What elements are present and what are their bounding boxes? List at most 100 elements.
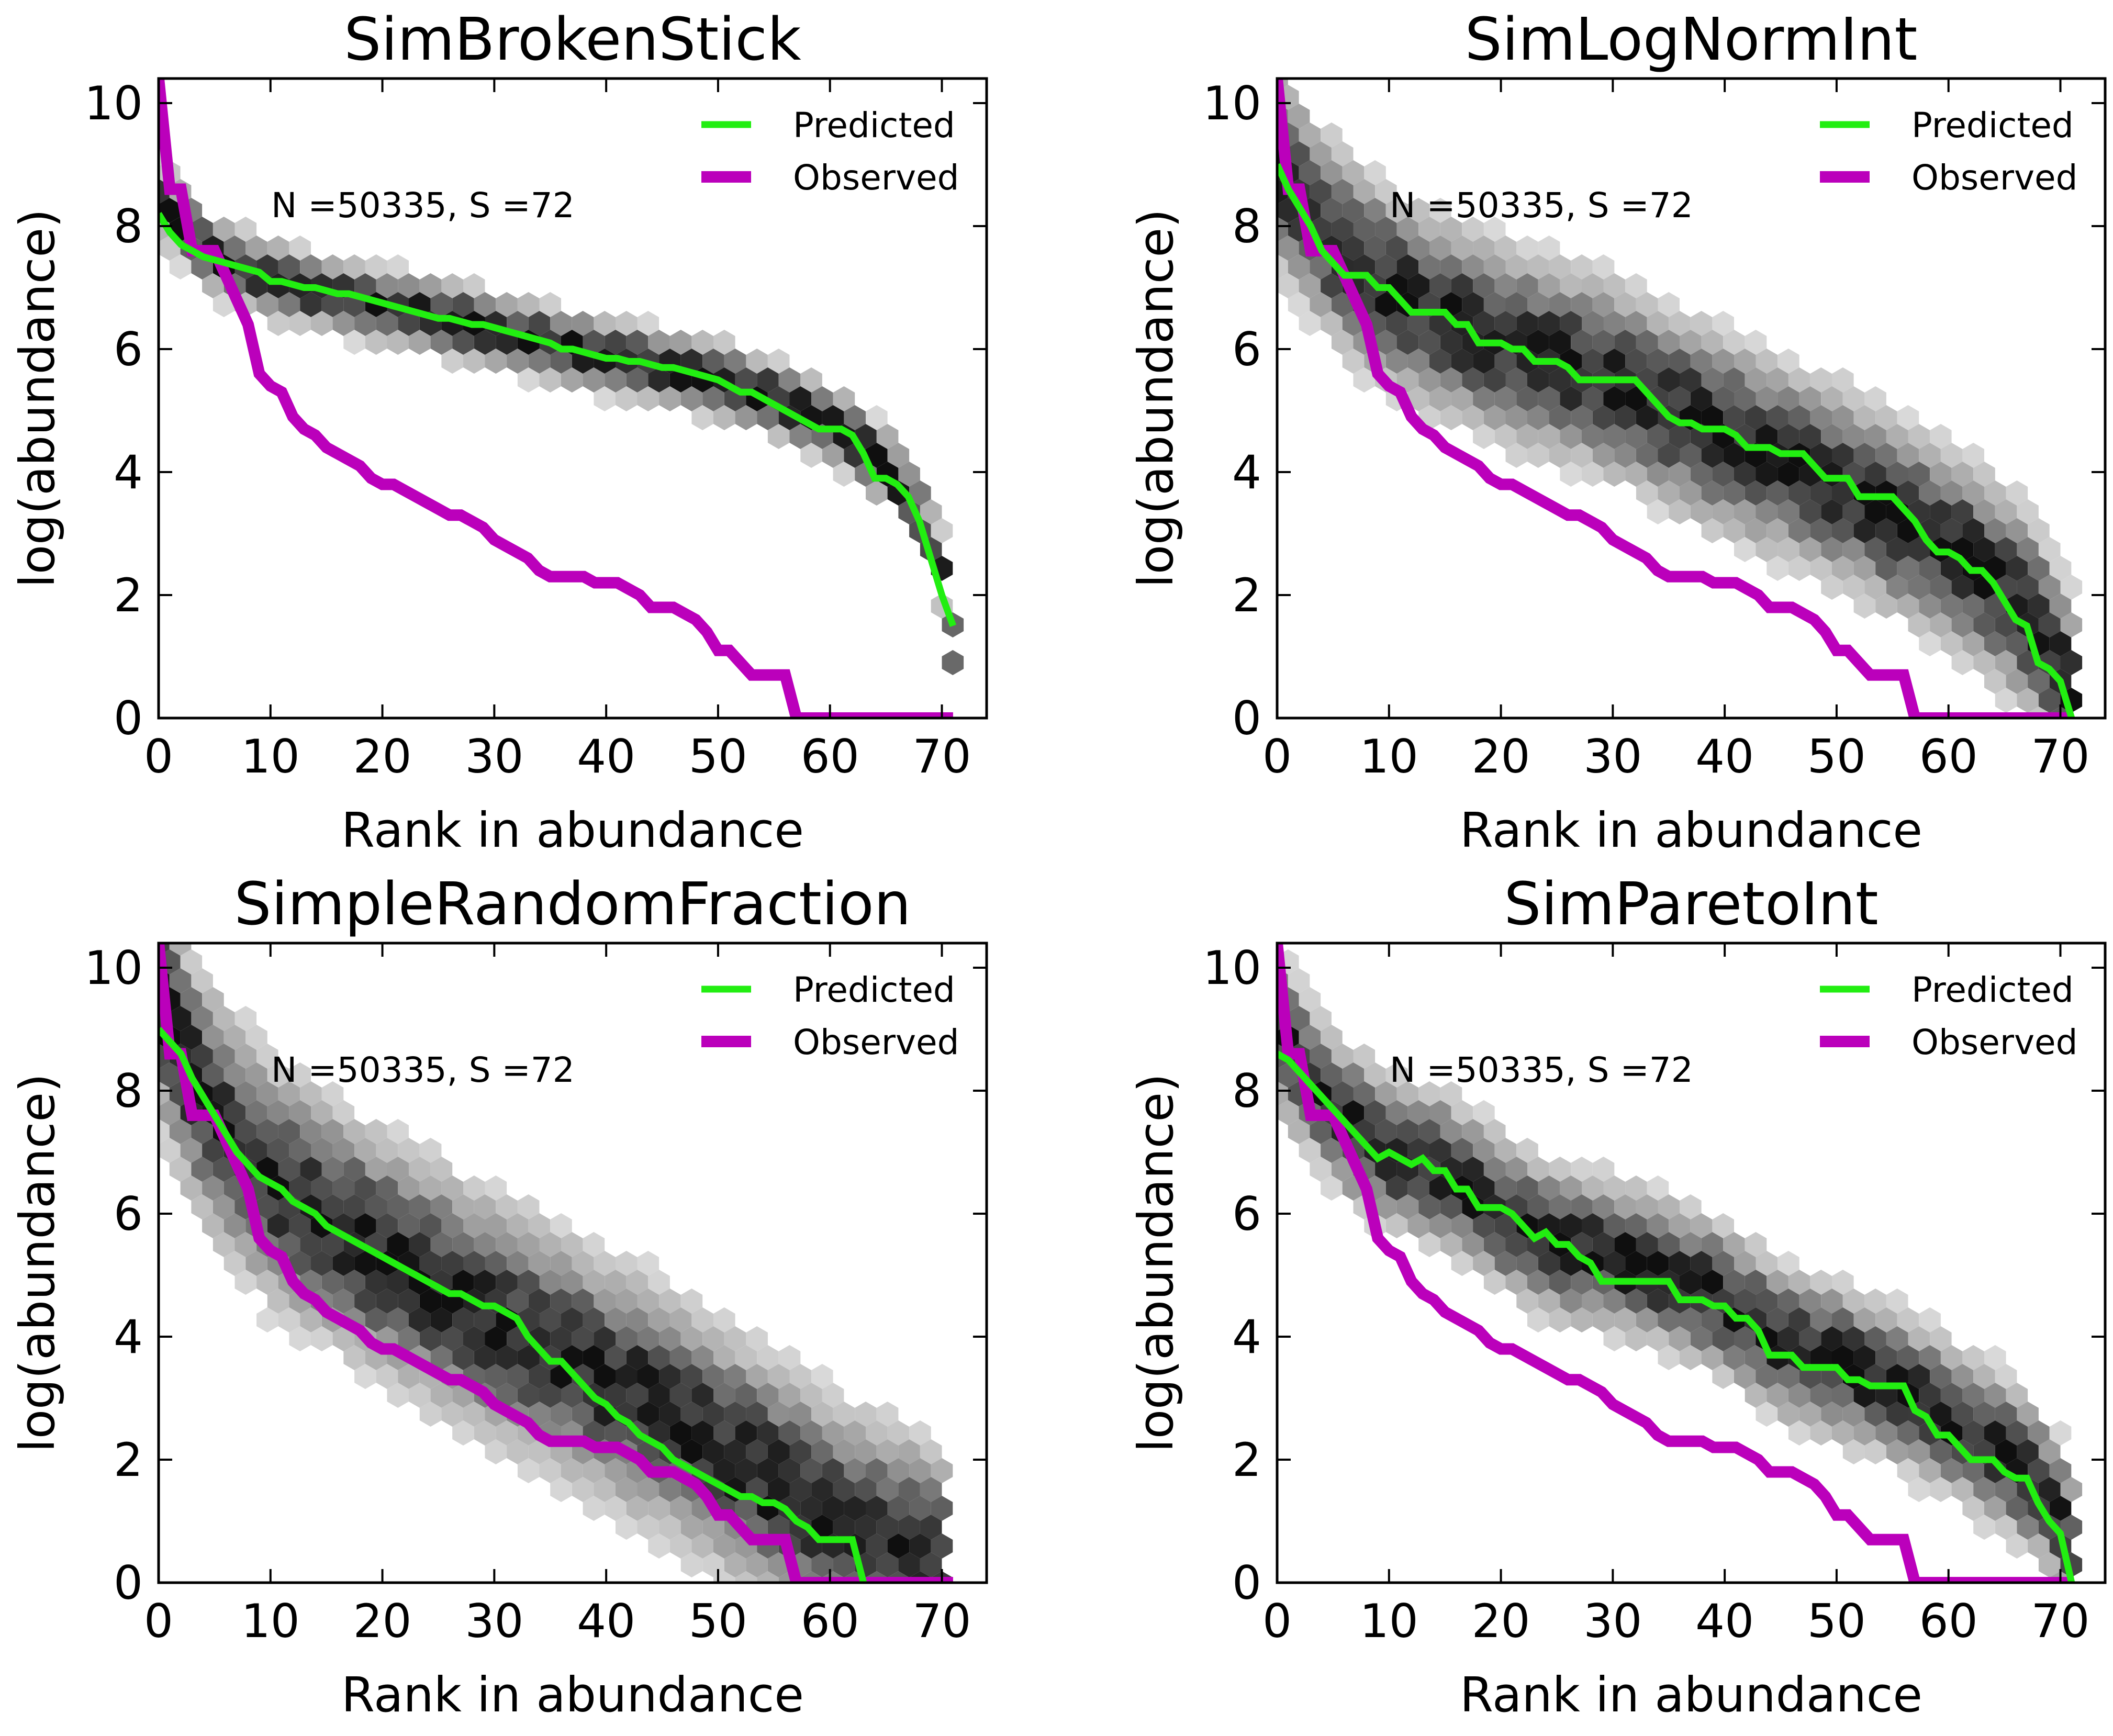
hexbin-cell (1701, 443, 1724, 468)
hexbin-cell (833, 462, 855, 487)
hexbin-cell (1712, 1213, 1734, 1238)
x-tick-label: 50 (1807, 730, 1866, 783)
hexbin-cell (1625, 1251, 1647, 1276)
hexbin-cell (1886, 424, 1908, 449)
hexbin-cell (1396, 367, 1419, 393)
hexbin-cell (1494, 349, 1517, 374)
hexbin-cell (507, 1251, 529, 1276)
hexbin-cell (1407, 273, 1429, 298)
hexbin-cell (811, 1552, 833, 1577)
hexbin-cell (2060, 612, 2083, 637)
hexbin-cell (1451, 1138, 1473, 1163)
hexbin-cell (1853, 1345, 1876, 1370)
hexbin-cell (887, 1420, 910, 1446)
hexbin-cell (452, 1232, 474, 1257)
x-tick-label: 0 (144, 1594, 173, 1648)
hexbin-cell (1962, 1420, 1984, 1446)
hexbin-cell (583, 1232, 605, 1257)
hexbin-cell (605, 1420, 627, 1446)
hexbin-cell (659, 1364, 681, 1389)
hexbin-cell (1723, 1345, 1745, 1370)
x-axis-label: Rank in abundance (341, 1667, 804, 1723)
hexbin-cell (898, 1552, 920, 1577)
hexbin-cell (1592, 1157, 1615, 1182)
y-tick-label: 8 (1232, 199, 1261, 253)
hexbin-cell (1310, 1006, 1332, 1031)
hexbin-cell (1712, 1326, 1734, 1351)
hexbin-cell (822, 405, 844, 430)
hexbin-cell (474, 1345, 496, 1370)
hexbin-cell (398, 1213, 420, 1238)
hexbin-cell (1853, 1307, 1876, 1332)
hexbin-cell (866, 405, 888, 430)
hexbin-cell (245, 273, 267, 298)
hexbin-cell (1886, 1402, 1908, 1427)
hexbin-cell (616, 1364, 638, 1389)
hexbin-cell (517, 1194, 540, 1219)
hexbin-cell (169, 1157, 192, 1182)
hexbin-cell (507, 1364, 529, 1389)
hexbin-cell (452, 292, 474, 317)
hexbin-cell (1582, 386, 1604, 411)
hexbin-cell (1886, 462, 1908, 487)
hexbin-cell (887, 443, 910, 468)
hexbin-cell (245, 1251, 267, 1276)
hexbin-cell (398, 311, 420, 336)
hexbin-cell (1625, 1175, 1647, 1201)
hexbin-cell (1897, 1420, 1919, 1446)
hexbin-cell (1375, 217, 1397, 242)
hexbin-cell (1505, 1232, 1527, 1257)
hexbin-cell (1483, 217, 1506, 242)
hexbin-cell (1483, 1157, 1506, 1182)
hexbin-cell (1571, 1307, 1593, 1332)
hexbin-cell (419, 1289, 442, 1314)
hexbin-cell (1299, 987, 1321, 1012)
hexbin-cell (1810, 405, 1832, 430)
hexbin-cell (616, 1326, 638, 1351)
hexbin-cell (1690, 499, 1713, 524)
x-tick-label: 50 (1807, 1594, 1866, 1648)
hexbin-cell (223, 1213, 246, 1238)
hexbin-cell (724, 1402, 746, 1427)
series-line-observed (1277, 79, 2072, 718)
hexbin-cell (1690, 386, 1713, 411)
hexbin-cell (1658, 1194, 1680, 1219)
hexbin-cell (1538, 424, 1560, 449)
hexbin-cell (1680, 1270, 1702, 1295)
hexbin-cell (1756, 537, 1778, 562)
hexbin-cell (1636, 480, 1658, 506)
hexbin-cell (1277, 217, 1288, 242)
hexbin-cell (855, 1402, 877, 1427)
hexbin-cell (332, 1100, 355, 1125)
hexbin-cell (1864, 1402, 1886, 1427)
legend-label-observed: Observed (1911, 1022, 2078, 1062)
hexbin-cell (2017, 688, 2039, 713)
hexbin-cell (1527, 405, 1549, 430)
hexbin-cell (1603, 349, 1626, 374)
hexbin-cell (1680, 1194, 1702, 1219)
hexbin-cell (669, 1383, 692, 1408)
hexbin-cell (659, 1515, 681, 1540)
hexbin-cell (691, 1345, 713, 1370)
hexbin-cell (637, 1477, 659, 1502)
y-tick-label: 10 (1203, 76, 1261, 130)
hexbin-cell (1767, 480, 1788, 506)
hexbin-cell (289, 1100, 311, 1125)
hexbin-cell (1669, 424, 1691, 449)
hexbin-cell (1919, 631, 1941, 656)
hexbin-cell (1385, 1100, 1408, 1125)
hexbin-cell (1669, 1213, 1691, 1238)
chart-title: SimpleRandomFraction (234, 870, 911, 938)
hexbin-cell (583, 330, 605, 355)
hexbin-cell (191, 1044, 213, 1069)
hexbin-cell (1331, 1081, 1354, 1106)
hexbin-cell (789, 386, 812, 411)
hexbin-cell (1897, 556, 1919, 581)
hexbin-cell (1875, 1420, 1897, 1446)
hexbin-cell (691, 1420, 713, 1446)
hexbin-cell (409, 1194, 431, 1219)
hexbin-cell (1299, 311, 1321, 336)
hexbin-cell (778, 1420, 801, 1446)
hexbin-cell (691, 330, 713, 355)
hexbin-cell (332, 311, 355, 336)
